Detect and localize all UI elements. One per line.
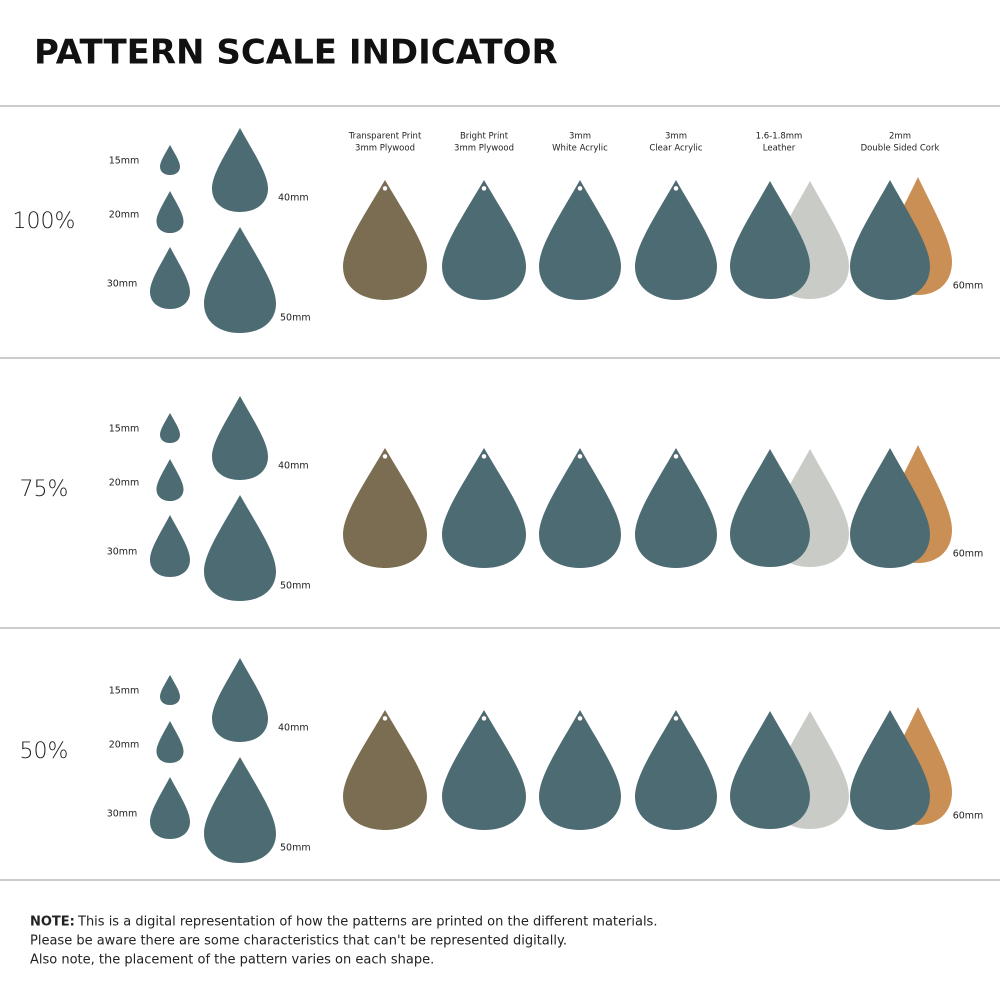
teardrop [442,710,526,830]
hole [673,453,679,460]
teardrop [343,180,427,300]
teardrop [212,396,268,480]
hole [481,715,487,722]
teardrop [157,191,184,233]
size-label: 15mm [109,686,140,697]
material-name: 3mm Plywood [454,144,514,154]
hole [577,715,583,722]
teardrop [150,777,190,839]
teardrop [850,448,930,568]
teardrop [343,448,427,568]
teardrop [204,227,276,333]
size-label: 40mm [278,723,309,734]
teardrop [635,710,717,830]
material-name: 3mm Plywood [355,144,415,154]
material-name: 2mm [889,132,911,142]
teardrop [157,721,184,763]
hole [481,453,487,460]
size-label: 50mm [280,843,311,854]
teardrop [730,711,810,829]
teardrop [635,448,717,568]
teardrop [212,128,268,212]
teardrop [730,449,810,567]
teardrop [635,180,717,300]
title: PATTERN SCALE INDICATOR [34,33,558,73]
hole [577,185,583,192]
size-label: 30mm [107,547,138,558]
material-name: 3mm [665,132,687,142]
hole [382,185,388,192]
teardrop [539,710,621,830]
hole [382,453,388,460]
material-name: Transparent Print [348,132,422,142]
material-name: Double Sided Cork [861,144,940,154]
teardrop [539,180,621,300]
teardrop [212,658,268,742]
size-label: 40mm [278,461,309,472]
teardrop [850,710,930,830]
teardrop [343,710,427,830]
teardrop [442,180,526,300]
note-line: This is a digital representation of how … [77,915,657,930]
size-label: 60mm [953,811,984,822]
material-name: White Acrylic [552,144,608,154]
size-label: 60mm [953,549,984,560]
size-label: 30mm [107,809,138,820]
hole [382,715,388,722]
hole [481,185,487,192]
size-label: 40mm [278,193,309,204]
teardrop [157,459,184,501]
teardrop [204,757,276,863]
teardrop [150,515,190,577]
size-label: 15mm [109,156,140,167]
teardrop [730,181,810,299]
size-label: 30mm [107,279,138,290]
material-name: Clear Acrylic [649,144,703,154]
size-label: 20mm [109,740,140,751]
teardrop [160,413,180,443]
note-label: NOTE: [30,915,75,930]
note-line: Also note, the placement of the pattern … [30,953,434,968]
size-label: 15mm [109,424,140,435]
size-label: 20mm [109,478,140,489]
size-label: 50mm [280,581,311,592]
material-name: Bright Print [460,132,509,142]
note-line: Please be aware there are some character… [30,934,567,949]
teardrop [150,247,190,309]
scale-label: 50% [20,739,69,764]
material-name: 3mm [569,132,591,142]
hole [673,185,679,192]
size-label: 20mm [109,210,140,221]
size-label: 60mm [953,281,984,292]
scale-label: 75% [20,477,69,502]
teardrop [160,145,180,175]
teardrop [850,180,930,300]
hole [577,453,583,460]
size-label: 50mm [280,313,311,324]
material-name: Leather [763,144,796,154]
hole [673,715,679,722]
teardrop [442,448,526,568]
teardrop [539,448,621,568]
teardrop [204,495,276,601]
scale-label: 100% [13,209,76,234]
teardrop [160,675,180,705]
material-name: 1.6-1.8mm [756,132,803,142]
